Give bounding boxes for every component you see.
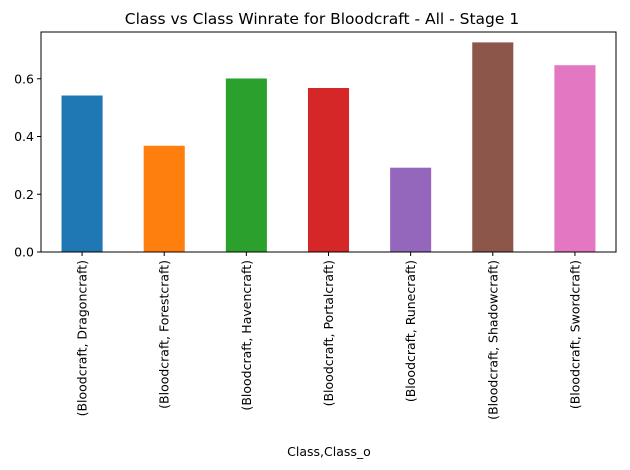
bar xyxy=(472,42,514,252)
plot-frame xyxy=(40,31,617,253)
bar xyxy=(390,167,432,252)
y-tick-label: 0.2 xyxy=(14,187,34,202)
x-tick-label: (Bloodcraft, Havencraft) xyxy=(239,260,254,411)
x-tick-label: (Bloodcraft, Dragoncraft) xyxy=(75,260,90,416)
x-tick-label: (Bloodcraft, Runecraft) xyxy=(403,260,418,402)
bar xyxy=(307,88,350,252)
bar xyxy=(143,145,185,252)
bar xyxy=(554,65,596,252)
y-tick-label: 0.4 xyxy=(14,129,34,144)
bar xyxy=(225,78,267,252)
chart-title: Class vs Class Winrate for Bloodcraft - … xyxy=(125,10,519,28)
x-axis-label: Class,Class_o xyxy=(287,444,371,459)
x-tick-label: (Bloodcraft, Portalcraft) xyxy=(321,260,336,406)
y-axis: 0.0 0.2 0.4 0.6 xyxy=(14,71,41,260)
bar xyxy=(61,95,103,252)
x-tick-label: (Bloodcraft, Swordcraft) xyxy=(567,260,582,409)
y-tick-label: 0.6 xyxy=(14,71,34,86)
bars xyxy=(61,42,596,252)
x-axis: (Bloodcraft, Dragoncraft) (Bloodcraft, Fo… xyxy=(75,252,582,420)
x-tick-label: (Bloodcraft, Forestcraft) xyxy=(157,260,172,409)
x-tick-label: (Bloodcraft, Shadowcraft) xyxy=(485,260,500,420)
y-tick-label: 0.0 xyxy=(14,245,34,260)
